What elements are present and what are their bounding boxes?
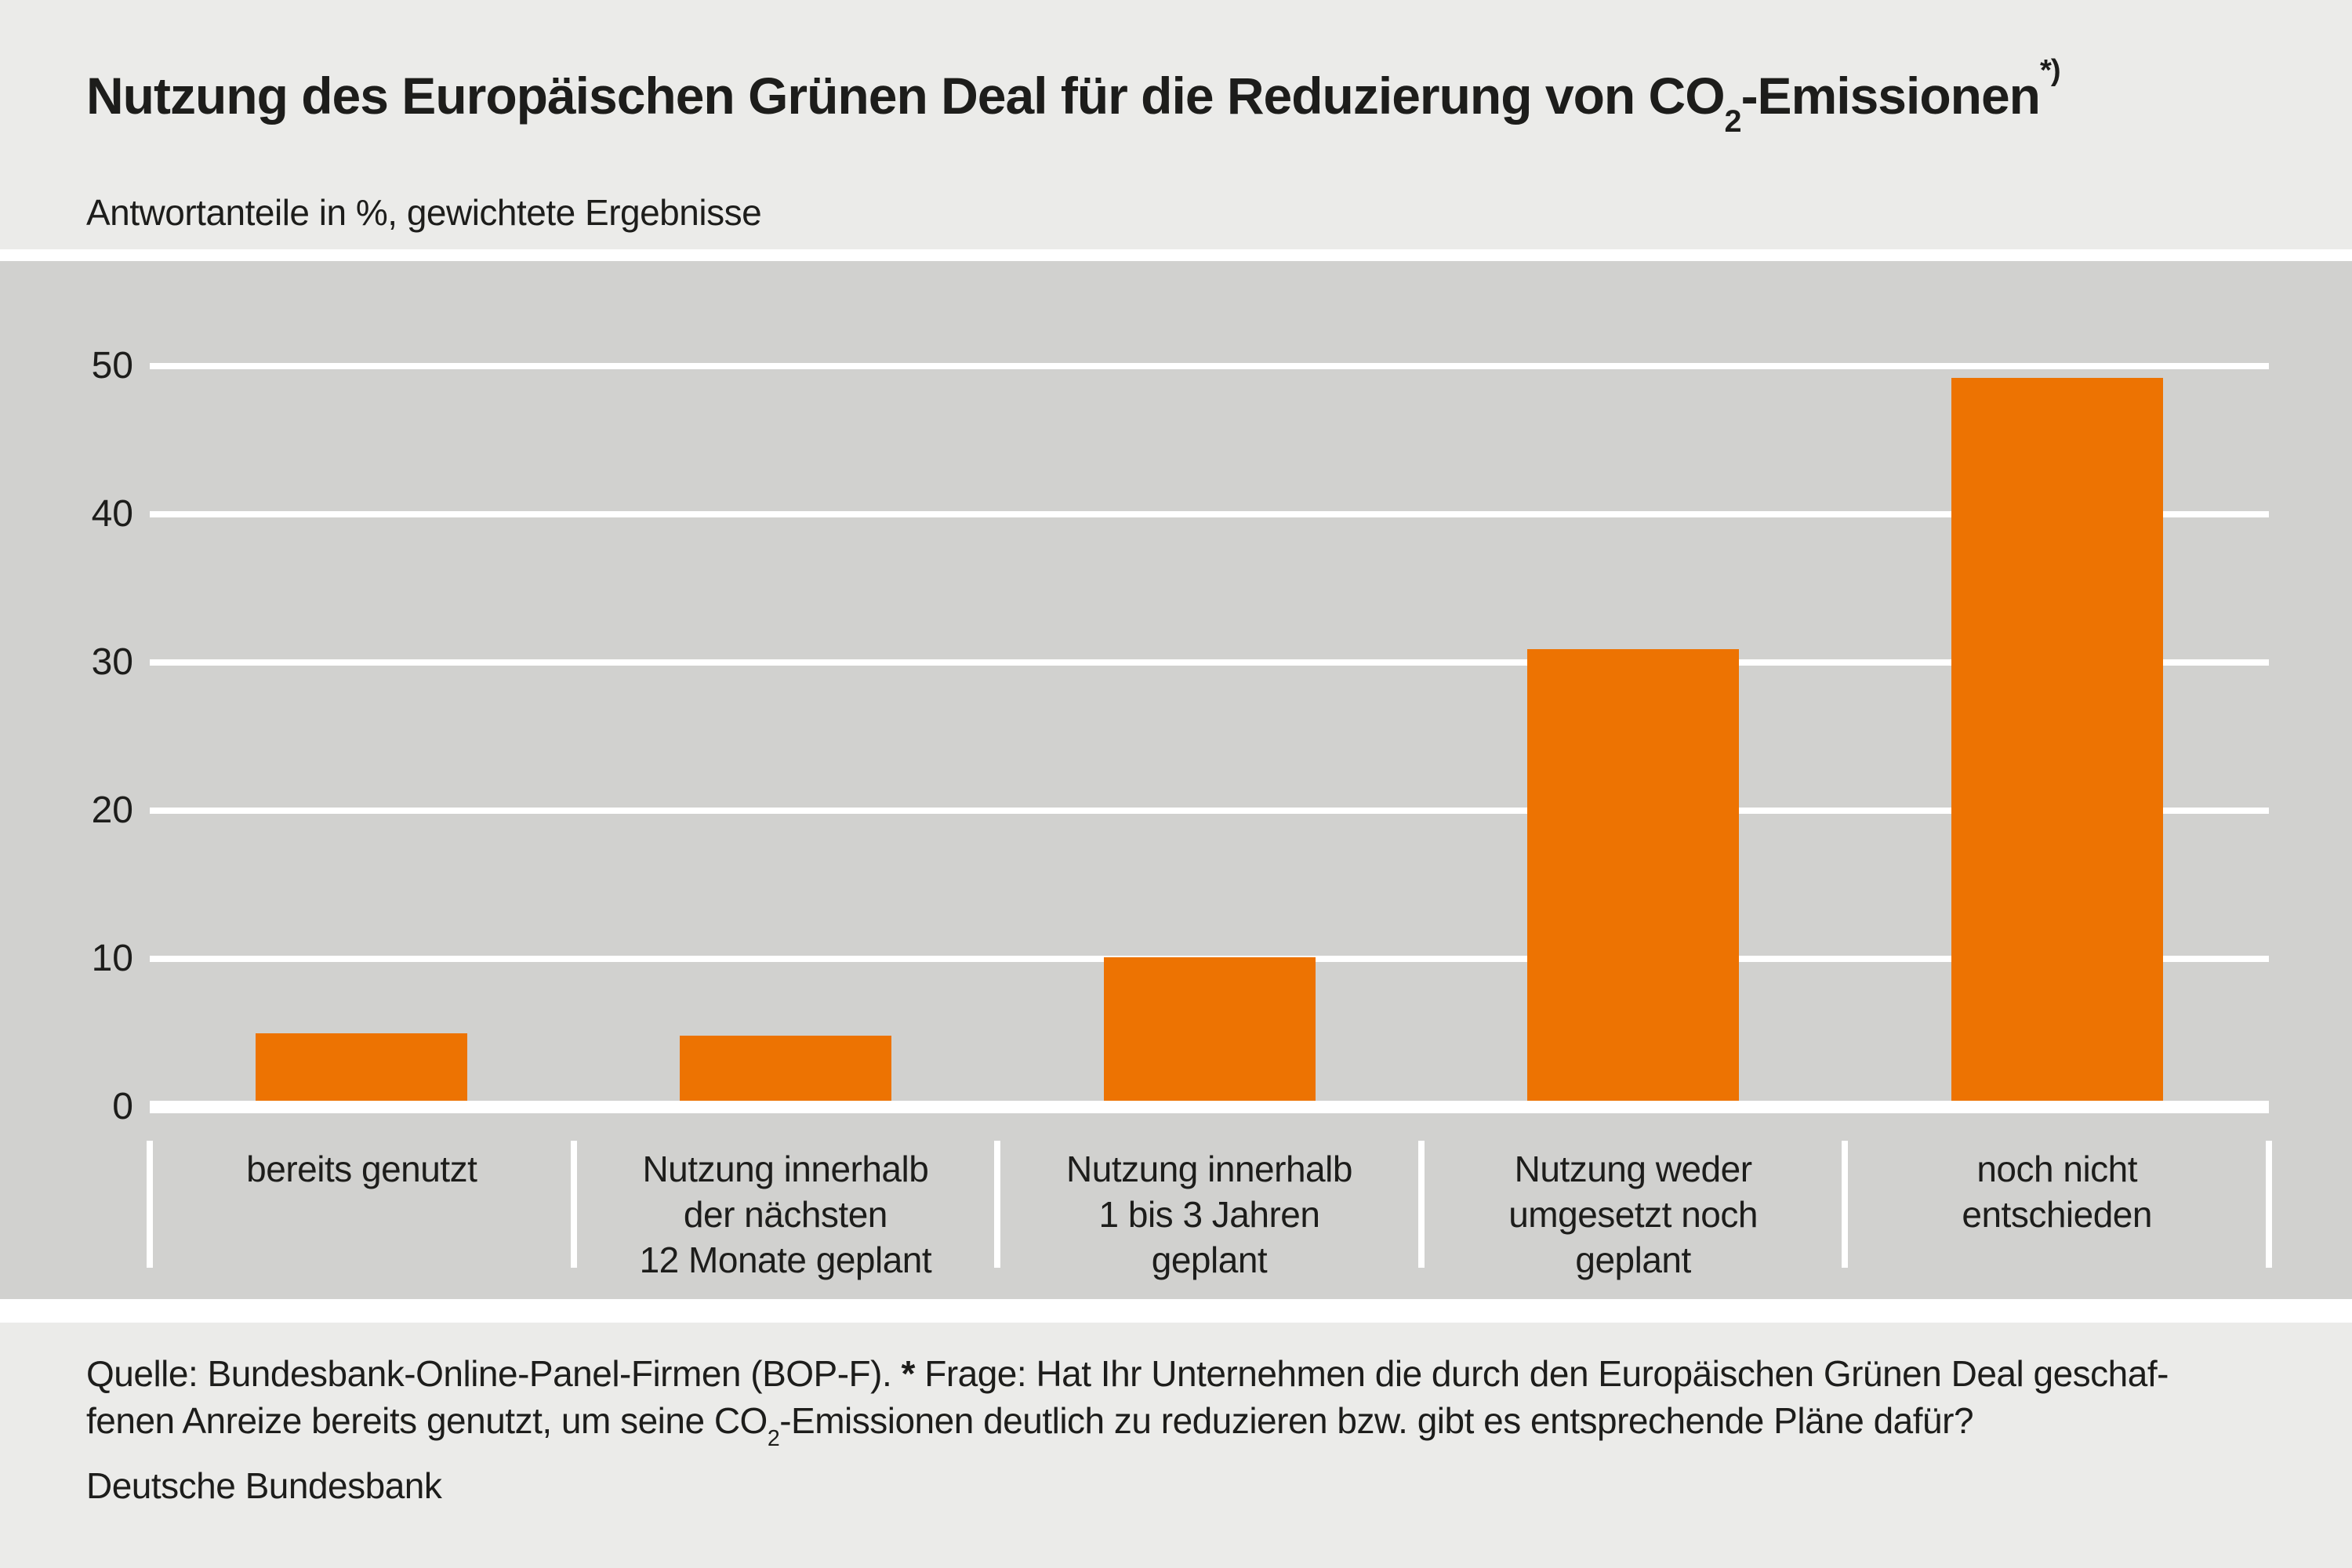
category-separator-4 (1842, 1141, 1849, 1268)
y-tick-label-0: 0 (112, 1086, 133, 1127)
category-separator-2 (994, 1141, 1001, 1268)
source-note-line-1: Quelle: Bundesbank-Online-Panel-Firmen (… (86, 1350, 2289, 1397)
category-label-2: Nutzung innerhalb der nächsten 12 Monate g… (582, 1146, 990, 1283)
gridline-20 (150, 808, 2269, 814)
category-label-3: Nutzung innerhalb 1 bis 3 Jahren geplant (1005, 1146, 1414, 1283)
source-co2-subscript: 2 (767, 1426, 780, 1452)
header-divider (0, 249, 2352, 261)
category-label-line: Nutzung innerhalb (1066, 1149, 1352, 1189)
source-text-4: -Emissionen deutlich zu reduzieren bzw. … (779, 1400, 1974, 1441)
category-label-4: Nutzung weder umgesetzt noch geplant (1429, 1146, 1838, 1283)
category-label-line: geplant (1151, 1240, 1268, 1280)
gridline-30 (150, 659, 2269, 666)
footnote-star: * (901, 1353, 916, 1394)
category-separator-1 (570, 1141, 577, 1268)
publisher-name: Deutsche Bundesbank (86, 1465, 442, 1506)
chart-title-text-2: -Emissionen (1740, 67, 2041, 125)
category-label-1: bereits genutzt (158, 1146, 566, 1192)
gridline-40 (150, 511, 2269, 517)
category-label-line: 1 bis 3 Jahren (1098, 1194, 1320, 1235)
bar-1 (256, 1033, 468, 1107)
category-separator-5 (2266, 1141, 2272, 1268)
y-tick-label-50: 50 (91, 345, 133, 387)
category-separator-3 (1417, 1141, 1425, 1268)
bar-5 (1951, 378, 2163, 1107)
category-label-line: der nächsten (683, 1194, 887, 1235)
category-label-line: 12 Monate geplant (639, 1240, 932, 1280)
y-tick-label-40: 40 (91, 493, 133, 535)
category-label-line: umgesetzt noch (1508, 1194, 1758, 1235)
source-note: Quelle: Bundesbank-Online-Panel-Firmen (… (86, 1350, 2289, 1450)
category-label-line: bereits genutzt (246, 1149, 477, 1189)
chart-title-subscript: 2 (1724, 103, 1742, 139)
x-axis-zero-line (150, 1101, 2269, 1113)
category-label-line: Nutzung innerhalb (642, 1149, 929, 1189)
category-label-line: Nutzung weder (1514, 1149, 1752, 1189)
category-separator-0 (147, 1141, 153, 1268)
category-label-line: geplant (1575, 1240, 1691, 1280)
source-text: Quelle: Bundesbank-Online-Panel-Firmen (… (86, 1353, 902, 1394)
bar-3 (1103, 957, 1316, 1107)
bar-4 (1527, 648, 1740, 1107)
gridline-50 (150, 363, 2269, 369)
category-label-line: entschieden (1962, 1194, 2152, 1235)
y-tick-label-30: 30 (91, 641, 133, 683)
bar-2 (679, 1036, 891, 1107)
source-text-3: fenen Anreize bereits genutzt, um seine … (86, 1400, 768, 1441)
source-text-2: Frage: Hat Ihr Unternehmen die durch den… (914, 1353, 2169, 1394)
source-note-line-2: fenen Anreize bereits genutzt, um seine … (86, 1397, 2289, 1450)
y-tick-label-10: 10 (91, 938, 133, 979)
chart-title-text: Nutzung des Europäischen Grünen Deal für… (86, 67, 1726, 125)
category-label-line: noch nicht (1976, 1149, 2138, 1189)
chart-subtitle: Antwortanteile in %, gewichtete Ergebnis… (86, 192, 762, 233)
footer-divider (0, 1299, 2352, 1323)
category-label-5: noch nicht entschieden (1853, 1146, 2261, 1237)
chart-title: Nutzung des Europäischen Grünen Deal für… (86, 55, 2061, 136)
y-tick-label-20: 20 (91, 789, 133, 831)
chart-title-footnote-marker: *) (2040, 53, 2061, 88)
